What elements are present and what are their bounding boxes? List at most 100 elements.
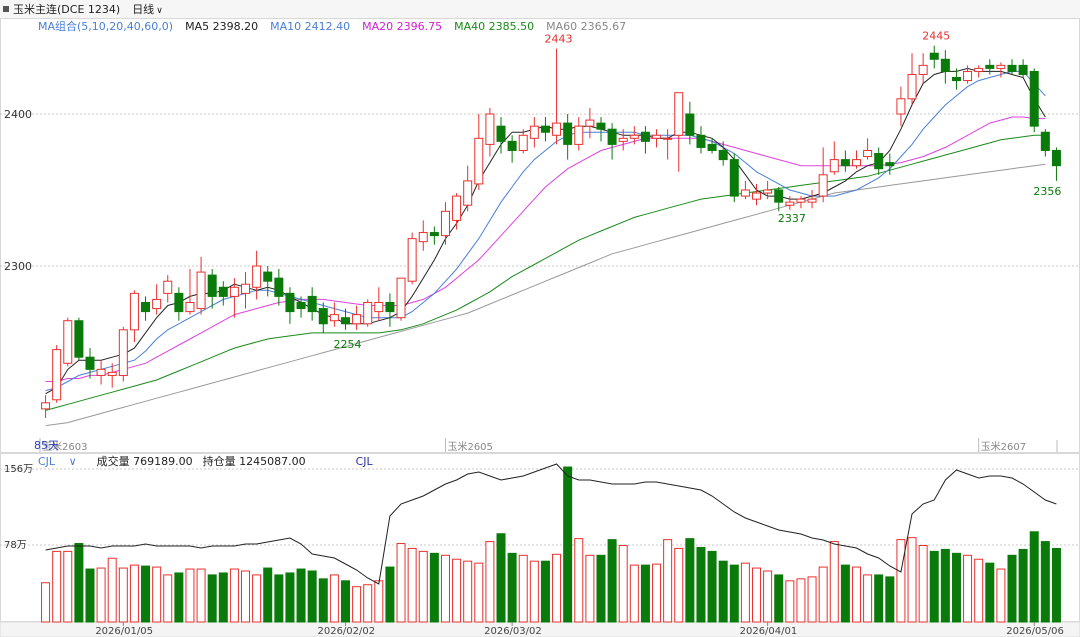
candle bbox=[152, 284, 162, 315]
candle bbox=[963, 65, 973, 84]
candle bbox=[452, 193, 462, 230]
candle bbox=[440, 202, 450, 245]
volume-bar bbox=[352, 586, 362, 623]
candle-body bbox=[996, 64, 1006, 69]
volume-bar bbox=[496, 533, 506, 623]
price-tick-label: 2300 bbox=[4, 260, 32, 273]
candle bbox=[41, 395, 51, 418]
candle bbox=[907, 53, 917, 105]
indicator-name: CJL bbox=[38, 454, 56, 468]
volume-bar bbox=[340, 580, 350, 623]
candle-body bbox=[774, 189, 784, 203]
candle bbox=[396, 277, 406, 321]
candle-body bbox=[652, 134, 662, 139]
candle-body bbox=[218, 286, 228, 297]
candle-body bbox=[485, 113, 495, 145]
candle bbox=[352, 305, 362, 330]
candle bbox=[307, 287, 317, 321]
candle bbox=[985, 59, 995, 75]
volume-bar bbox=[174, 572, 184, 623]
candle-body bbox=[640, 131, 650, 142]
candle-body bbox=[463, 180, 473, 206]
candle-body bbox=[252, 265, 262, 288]
cjl-label: CJL bbox=[355, 454, 373, 468]
volume-bar bbox=[85, 568, 95, 623]
candle-body bbox=[352, 314, 362, 325]
cjl-line bbox=[45, 463, 1057, 585]
candle-body bbox=[118, 329, 128, 376]
volume-bar bbox=[596, 554, 606, 623]
candle-body bbox=[563, 122, 573, 145]
candle bbox=[840, 150, 850, 172]
date-axis-bar bbox=[0, 621, 1080, 637]
volume-bar bbox=[196, 568, 206, 623]
volume-bar bbox=[663, 539, 673, 623]
candle bbox=[174, 287, 184, 321]
volume-bar bbox=[807, 576, 817, 623]
volume-bar bbox=[263, 567, 273, 623]
candle bbox=[340, 308, 350, 330]
candle-body bbox=[452, 195, 462, 221]
candle-body bbox=[63, 320, 73, 364]
price-annotation: 2337 bbox=[778, 212, 806, 225]
indicator-selector[interactable]: CJL ∨ bbox=[38, 455, 87, 468]
candle bbox=[429, 226, 439, 245]
candle bbox=[652, 129, 662, 148]
volume-bar bbox=[507, 552, 517, 623]
candle-body bbox=[796, 198, 806, 203]
candle bbox=[496, 117, 506, 154]
candle bbox=[863, 138, 873, 160]
ma60-value: MA60 2365.67 bbox=[546, 19, 627, 33]
candle bbox=[540, 117, 550, 142]
corner-annotation: 85天 bbox=[34, 439, 59, 452]
volume-bar bbox=[774, 574, 784, 623]
candle bbox=[1051, 147, 1061, 181]
contract-label: 玉米2607 bbox=[981, 440, 1026, 453]
volume-bar bbox=[818, 566, 828, 623]
candle bbox=[196, 256, 206, 315]
open-interest-line bbox=[45, 463, 1057, 585]
candle-body bbox=[574, 125, 584, 145]
candle bbox=[63, 317, 73, 367]
volume-bar bbox=[752, 567, 762, 623]
candle-body bbox=[696, 134, 706, 148]
volume-bar bbox=[274, 574, 284, 623]
candle bbox=[474, 114, 484, 190]
ma-group-label[interactable]: MA组合(5,10,20,40,60,0) bbox=[38, 20, 174, 33]
ma-legend: MA组合(5,10,20,40,60,0) MA5 2398.20 MA10 2… bbox=[38, 18, 638, 34]
volume-bar bbox=[41, 582, 51, 623]
volume-bar bbox=[951, 552, 961, 623]
candle bbox=[829, 141, 839, 175]
period-selector[interactable]: 日线 ∨ bbox=[132, 1, 163, 17]
volume-panel-frame bbox=[0, 453, 1080, 622]
candle bbox=[263, 266, 273, 297]
candle-body bbox=[52, 349, 62, 401]
grid-lines bbox=[0, 18, 1080, 637]
candle bbox=[252, 250, 262, 300]
volume-bar bbox=[829, 541, 839, 623]
volume-bar bbox=[185, 568, 195, 623]
volume-bar bbox=[385, 566, 395, 623]
candle-body bbox=[518, 134, 528, 151]
volume-bar bbox=[452, 558, 462, 623]
candle-body bbox=[752, 192, 762, 200]
candle-body bbox=[951, 77, 961, 82]
volume-bar bbox=[874, 574, 884, 623]
candle-body bbox=[907, 73, 917, 100]
candle-body bbox=[874, 153, 884, 170]
menu-icon[interactable] bbox=[3, 6, 9, 12]
volume-bars bbox=[41, 466, 1061, 623]
candle bbox=[974, 65, 984, 78]
chevron-down-icon: ∨ bbox=[68, 454, 77, 468]
volume-bar bbox=[896, 539, 906, 623]
candle-body bbox=[174, 292, 184, 313]
candle-body bbox=[629, 134, 639, 139]
candle-body bbox=[418, 232, 428, 243]
candle bbox=[685, 101, 695, 145]
candle bbox=[129, 290, 139, 342]
volume-bar bbox=[307, 570, 317, 623]
candle-body bbox=[818, 174, 828, 197]
candle bbox=[663, 129, 673, 160]
candle bbox=[718, 141, 728, 166]
